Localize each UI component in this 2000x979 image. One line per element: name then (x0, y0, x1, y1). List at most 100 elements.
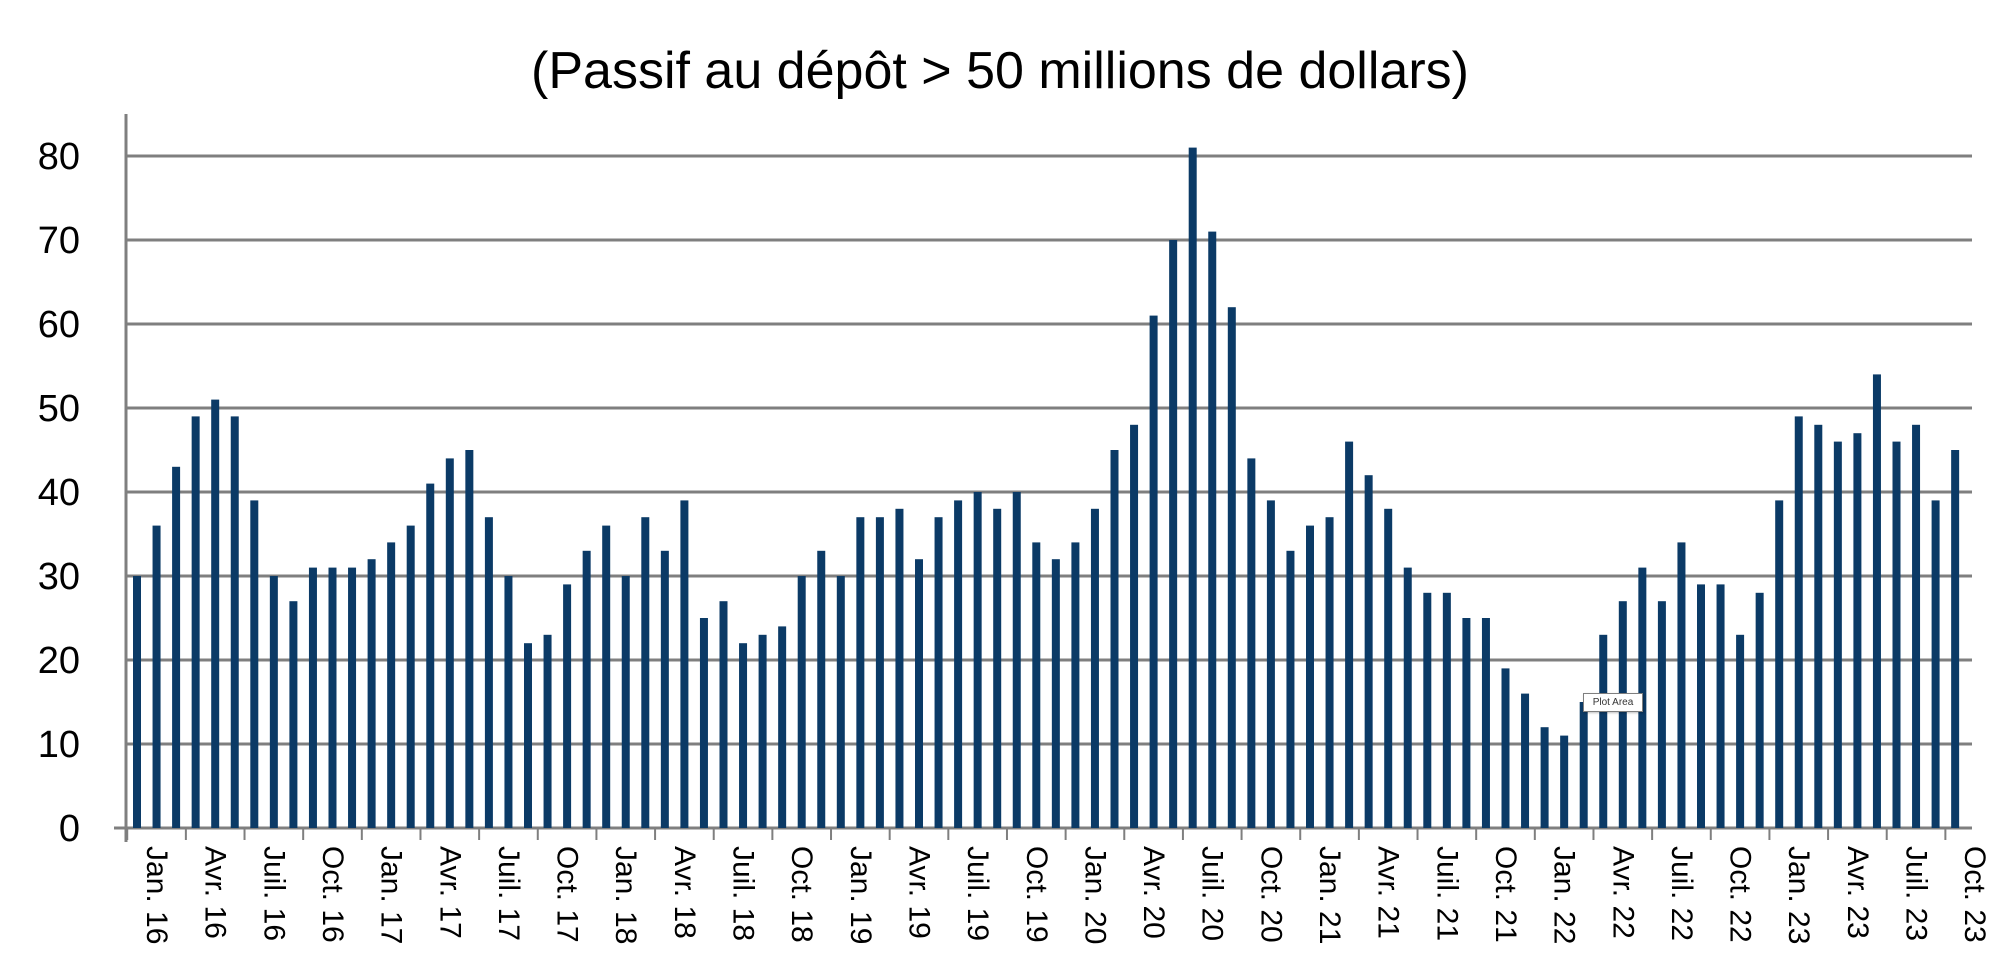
bar (1599, 634, 1608, 828)
bar (1501, 668, 1510, 828)
x-tick-label: Oct. 18 (785, 846, 818, 943)
bar (1306, 525, 1314, 828)
bar (1051, 559, 1060, 828)
bar (797, 576, 806, 828)
bar (426, 483, 435, 828)
x-tick-label: Avr. 22 (1606, 846, 1639, 939)
bar (1130, 424, 1139, 828)
bar (1384, 508, 1393, 828)
bar (680, 500, 689, 828)
x-tick-label: Jan. 22 (1548, 846, 1581, 944)
bar (211, 399, 220, 828)
bar (1931, 500, 1940, 828)
bar (1188, 147, 1197, 829)
x-tick-label: Jan. 18 (609, 846, 642, 944)
bar (1716, 584, 1725, 828)
y-tick-label: 10 (38, 724, 80, 766)
x-tick-label: Oct. 21 (1489, 846, 1522, 943)
bar (1208, 231, 1217, 829)
bar (524, 643, 532, 828)
bar (1794, 416, 1803, 828)
x-tick-label: Juil. 21 (1430, 846, 1463, 941)
bar (660, 550, 669, 828)
x-tick-label: Jan. 20 (1078, 846, 1111, 944)
bar (1833, 441, 1842, 828)
bar (1247, 458, 1256, 828)
gridlines (126, 154, 1972, 746)
x-tick-label: Jan. 23 (1782, 846, 1815, 944)
y-tick-label: 0 (59, 808, 80, 850)
bar (1345, 441, 1354, 828)
bar (1951, 450, 1960, 828)
bar (1697, 584, 1705, 828)
x-tick-labels: Jan. 16 Avr. 16 Juil. 16 Oct. 16 Jan. 17 Avr.… (140, 846, 1991, 944)
bars (133, 147, 1960, 829)
bar (1012, 492, 1021, 828)
x-tick-label: Juil. 23 (1900, 846, 1933, 941)
bar (719, 601, 728, 828)
bar (230, 416, 239, 828)
bar (699, 618, 708, 828)
bar (915, 559, 923, 828)
bar (1560, 735, 1569, 828)
x-tick-label: Juil. 20 (1196, 846, 1229, 941)
bar (621, 576, 630, 828)
x-tick-label: Oct. 19 (1020, 846, 1053, 943)
bar (1423, 592, 1432, 828)
bar (1364, 475, 1373, 828)
bar (1775, 500, 1784, 828)
y-tick-label: 30 (38, 556, 80, 598)
bar (1579, 702, 1588, 828)
y-tick-label: 80 (38, 136, 80, 178)
bar (465, 450, 474, 828)
x-tick-label: Avr. 17 (433, 846, 466, 939)
bar (602, 525, 611, 828)
bar (973, 492, 982, 828)
bar (387, 542, 396, 828)
bar (895, 508, 904, 828)
bar (856, 517, 865, 828)
bar (1032, 542, 1041, 828)
bar (1481, 618, 1490, 828)
y-tick-labels: 0 10 20 30 40 50 60 70 80 (38, 136, 80, 850)
x-tick-label: Jan. 19 (844, 846, 877, 944)
bar (1149, 315, 1158, 829)
bar (1169, 240, 1178, 828)
bar (484, 517, 493, 828)
bar (1110, 450, 1119, 828)
bar (582, 550, 591, 828)
bar (1814, 424, 1823, 828)
x-tick-label: Jan. 17 (375, 846, 408, 944)
bar (954, 500, 963, 828)
bar (1521, 693, 1530, 828)
bar (1266, 500, 1275, 828)
bar (1657, 601, 1666, 828)
x-tick-label: Jan. 16 (140, 846, 173, 944)
bar (1912, 424, 1921, 828)
bar (1540, 727, 1549, 828)
bar (406, 525, 415, 828)
bar (289, 601, 298, 828)
x-tick-label: Jan. 21 (1313, 846, 1346, 944)
x-tick-label: Oct. 20 (1254, 846, 1287, 943)
bar (836, 576, 845, 828)
x-tick-label: Juil. 17 (492, 846, 525, 941)
y-tick-label: 20 (38, 640, 80, 682)
x-tick-label: Oct. 17 (551, 846, 584, 943)
x-tick-label: Avr. 21 (1372, 846, 1405, 939)
bar (348, 567, 357, 828)
bar (191, 416, 200, 828)
bar (1462, 618, 1471, 828)
bar (1442, 592, 1451, 828)
bar (641, 517, 650, 828)
bar (875, 517, 884, 828)
bar (778, 626, 787, 828)
bar (328, 567, 337, 828)
bar (758, 634, 767, 828)
bar (1892, 441, 1901, 828)
bar (817, 550, 826, 828)
bar (1755, 592, 1764, 828)
y-tick-label: 60 (38, 304, 80, 346)
bar (739, 643, 748, 828)
